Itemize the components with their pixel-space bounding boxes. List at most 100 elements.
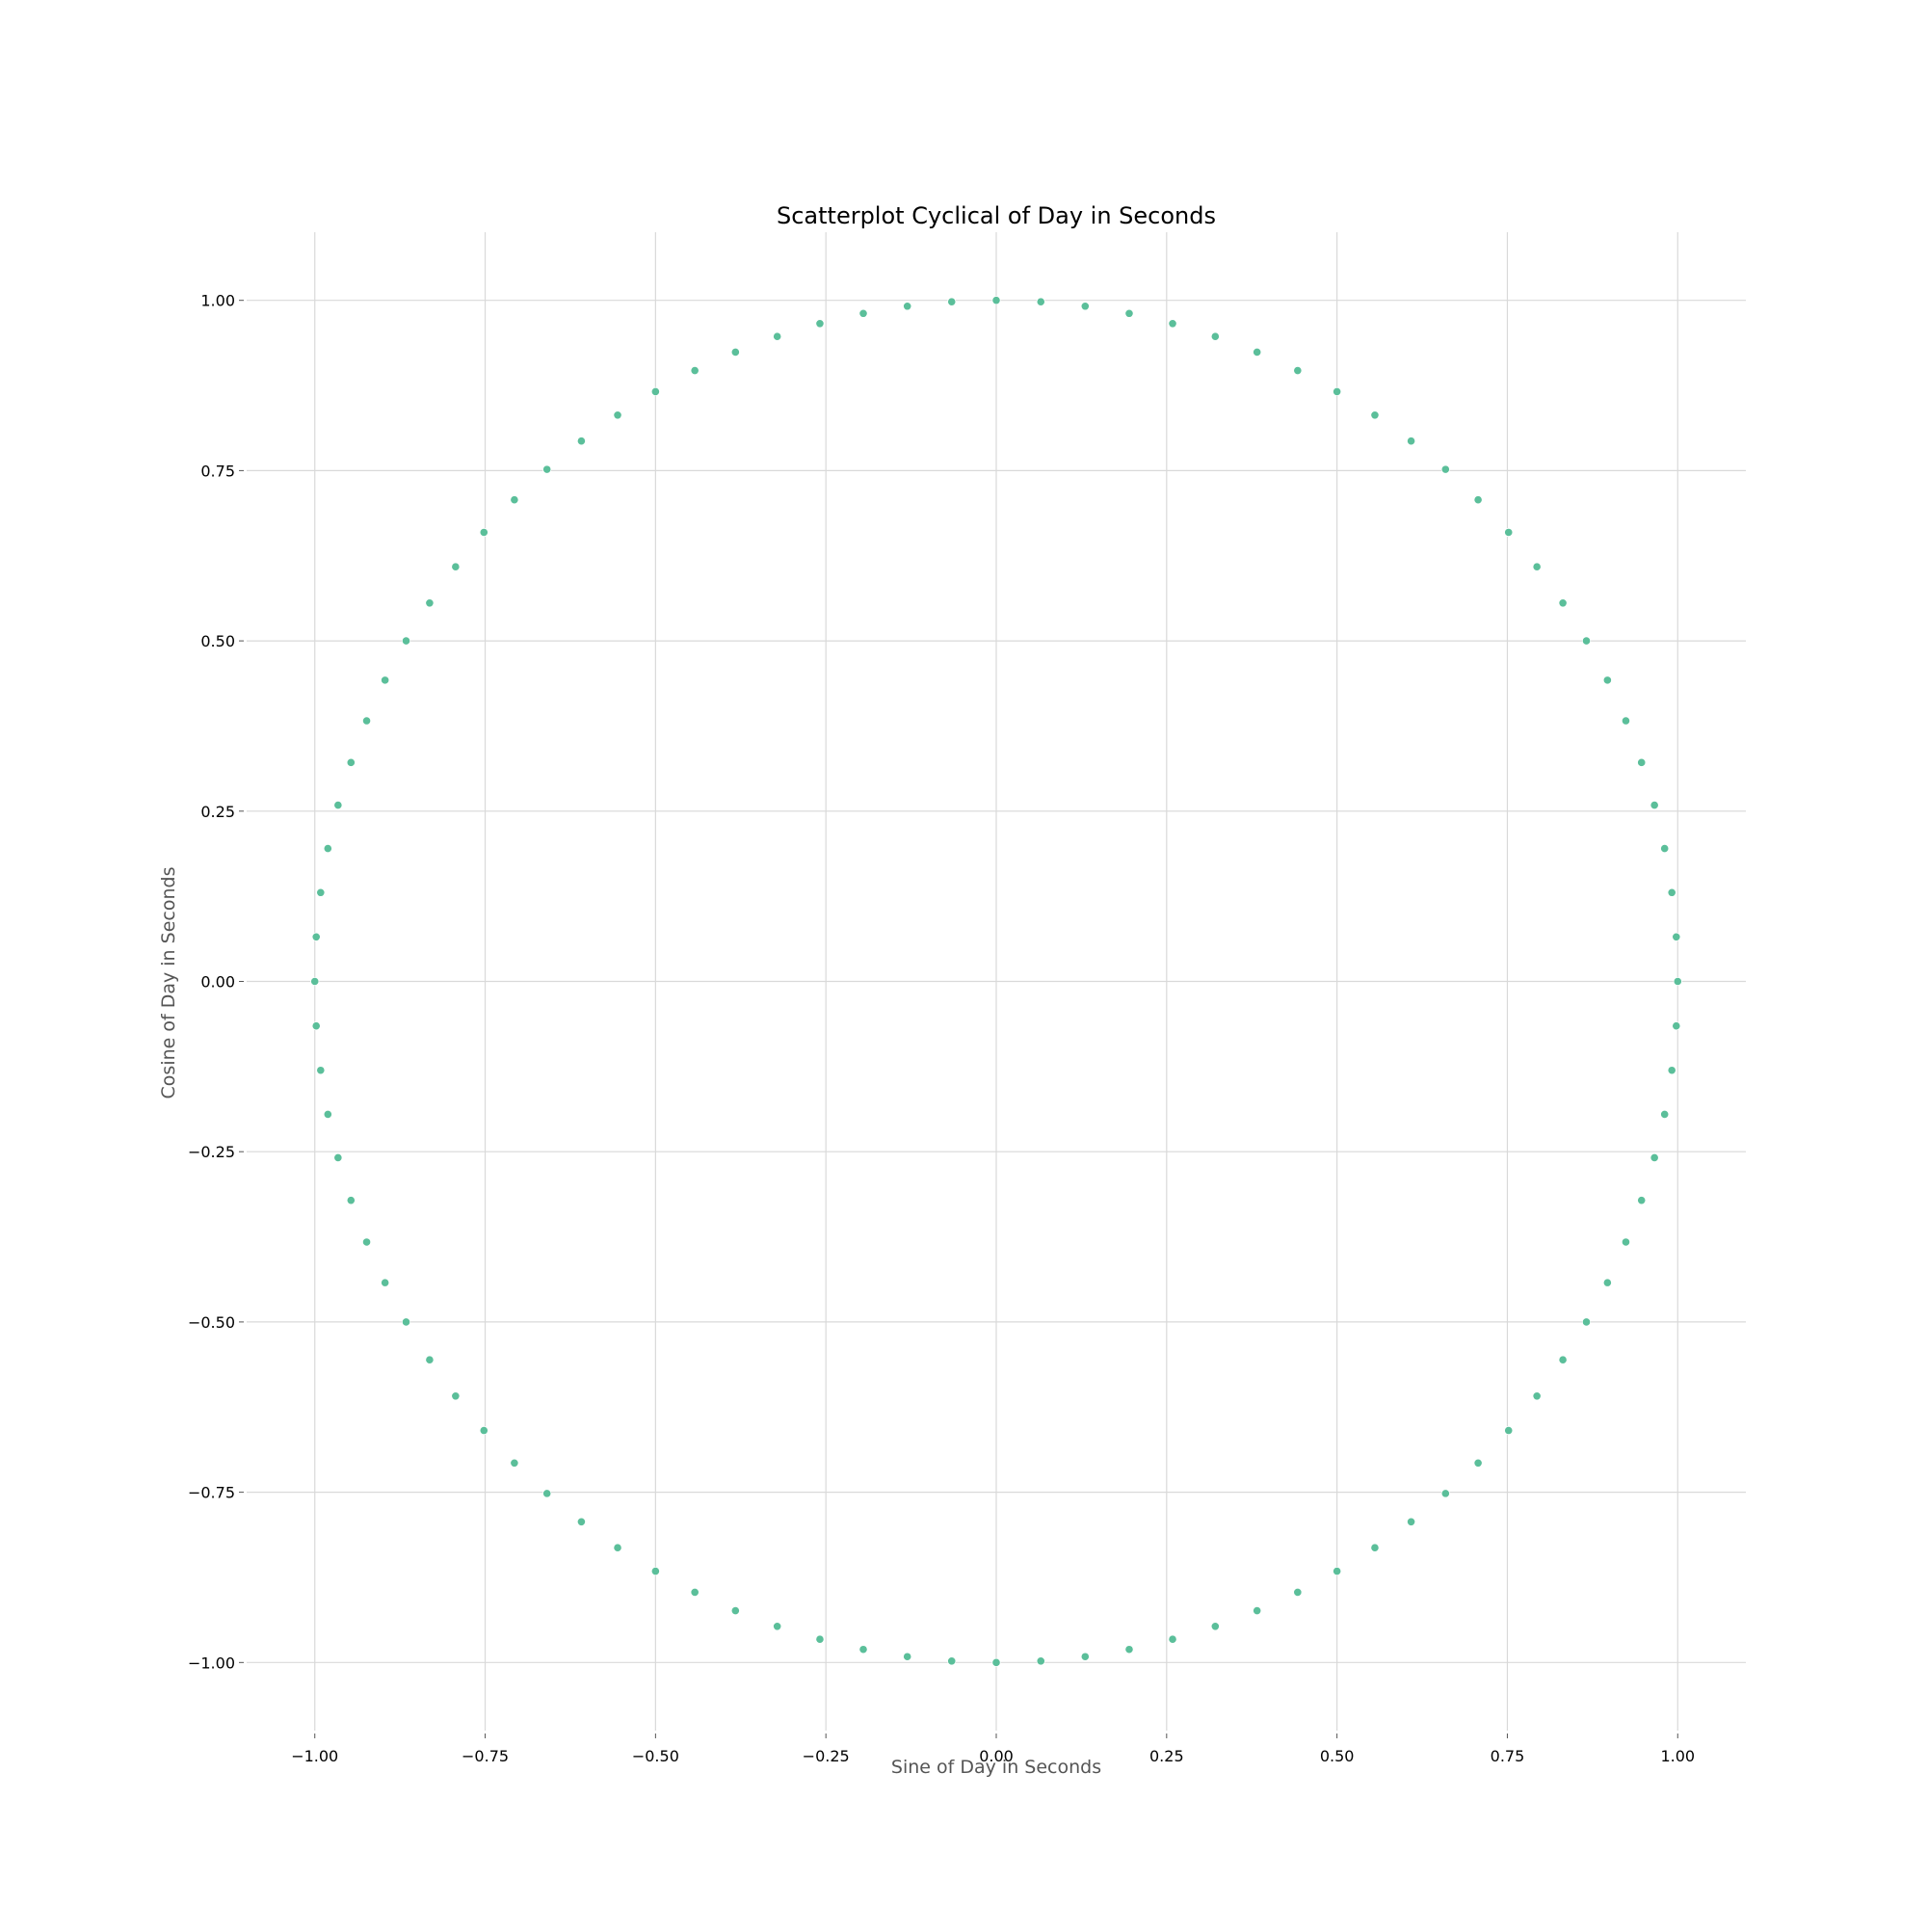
scatter-point [323, 843, 332, 854]
scatter-point [1333, 1567, 1342, 1576]
scatter-point [1210, 331, 1220, 341]
scatter-point [1660, 1109, 1670, 1120]
x-tick-label: −0.25 [803, 1747, 850, 1765]
scatter-point [1370, 410, 1380, 420]
scatter-point [451, 1391, 461, 1401]
scatter-point [815, 319, 825, 329]
scatter-point [947, 297, 957, 306]
scatter-point [1253, 1605, 1262, 1616]
x-tick-label: −0.50 [632, 1747, 679, 1765]
scatter-point [1293, 365, 1303, 376]
scatter-point [361, 716, 372, 726]
scatter-point [1440, 1489, 1450, 1498]
scatter-point [690, 365, 700, 376]
scatter-point [773, 331, 782, 341]
scatter-point [333, 800, 343, 810]
y-tick-label: −0.50 [188, 1313, 235, 1332]
x-tick-label: 0.50 [1320, 1747, 1355, 1765]
scatter-point [310, 976, 320, 987]
scatter-point [1602, 1278, 1612, 1287]
scatter-point [903, 302, 912, 311]
x-tick-label: 1.00 [1660, 1747, 1695, 1765]
scatter-point [1558, 598, 1568, 608]
scatter-point [1602, 675, 1612, 685]
scatter-point [1667, 887, 1676, 897]
y-tick-label: 0.25 [200, 803, 235, 821]
scatter-point [991, 1657, 1001, 1667]
scatter-point [1370, 1543, 1380, 1552]
scatter-point [1473, 495, 1483, 505]
y-tick-label: −0.25 [188, 1143, 235, 1161]
gridlines [247, 232, 1746, 1731]
scatter-point [815, 1634, 825, 1644]
scatter-point [773, 1622, 782, 1631]
scatter-point [1504, 1425, 1514, 1436]
scatter-point [542, 464, 552, 474]
scatter-point [1440, 464, 1450, 474]
scatter-point [991, 296, 1001, 305]
scatter-point [1673, 976, 1682, 987]
scatter-point [1210, 1622, 1220, 1631]
scatter-point [613, 410, 622, 420]
scatter-point [650, 1567, 660, 1576]
scatter-point [542, 1489, 552, 1498]
scatter-point [323, 1109, 332, 1120]
scatter-point [311, 1021, 321, 1031]
scatter-point [1667, 1066, 1676, 1075]
scatter-point [1621, 716, 1631, 726]
y-axis-label: Cosine of Day in Seconds [158, 867, 179, 1099]
y-tick-label: 0.00 [200, 973, 235, 992]
y-tick-label: −1.00 [188, 1654, 235, 1672]
y-tick-label: −0.75 [188, 1484, 235, 1502]
scatter-point [1080, 302, 1090, 311]
scatter-point [1581, 636, 1592, 646]
scatter-point [1406, 1517, 1416, 1526]
scatter-point [333, 1152, 343, 1163]
scatter-point [576, 437, 587, 446]
scatter-point [401, 1317, 411, 1327]
scatter-point [1168, 319, 1177, 329]
scatter-point [425, 1355, 435, 1364]
scatter-point [311, 932, 321, 941]
scatter-point [1532, 562, 1542, 571]
scatter-point [650, 386, 660, 396]
x-tick-label: 0.00 [979, 1747, 1014, 1765]
scatter-point [1581, 1317, 1592, 1327]
scatter-point [381, 1278, 390, 1287]
scatter-point [1672, 932, 1681, 941]
scatter-point [1036, 1656, 1045, 1666]
scatter-point [1253, 347, 1262, 357]
scatter-point [1124, 308, 1134, 318]
scatter-point [1672, 1021, 1681, 1031]
scatter-point [1293, 1587, 1303, 1598]
scatter-point [361, 1237, 372, 1247]
scatter-point [1660, 843, 1670, 854]
scatter-point [858, 308, 868, 318]
scatter-point [1473, 1458, 1483, 1468]
scatter-point [316, 887, 326, 897]
scatter-point [858, 1645, 868, 1654]
x-axis-label: Sine of Day in Seconds [891, 1757, 1101, 1778]
scatter-point [1080, 1652, 1090, 1661]
scatter-point [451, 562, 461, 571]
scatter-point [1532, 1391, 1542, 1401]
scatter-point [730, 347, 740, 357]
scatter-point [381, 675, 390, 685]
x-tick-label: 0.25 [1149, 1747, 1184, 1765]
scatter-point [730, 1605, 740, 1616]
tick-labels: −1.00 −0.75 −0.50 −0.25 0.00 0.25 0.50 0.75 1.00… [188, 292, 1695, 1765]
data-points [310, 296, 1682, 1667]
scatter-point [1504, 527, 1514, 538]
y-tick-label: 1.00 [200, 292, 235, 310]
y-tick-label: 0.50 [200, 632, 235, 650]
scatter-point [1621, 1237, 1631, 1247]
scatter-point [613, 1543, 622, 1552]
scatter-point [346, 757, 356, 767]
scatter-point [510, 495, 519, 505]
y-tick-label: 0.75 [200, 462, 235, 480]
scatter-point [1124, 1645, 1134, 1654]
x-tick-label: −1.00 [291, 1747, 338, 1765]
chart-title: Scatterplot Cyclical of Day in Seconds [777, 202, 1216, 229]
